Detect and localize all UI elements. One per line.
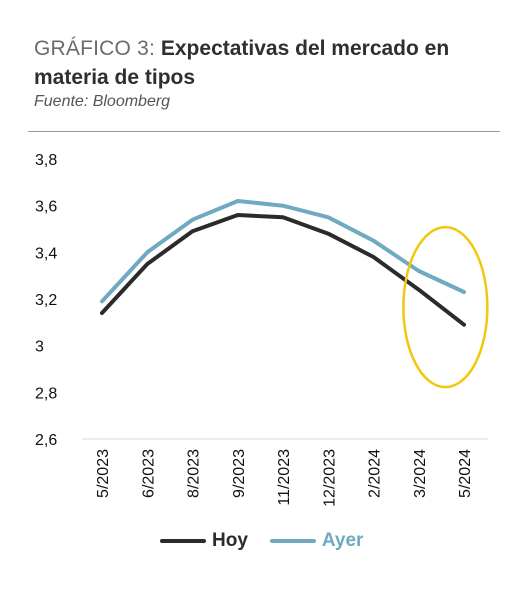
y-tick-label: 3 — [35, 339, 44, 356]
x-tick-label: 11/2023 — [276, 449, 293, 506]
header-divider — [28, 131, 500, 132]
x-tick-label: 12/2023 — [321, 449, 338, 507]
y-tick-label: 3,4 — [35, 245, 57, 262]
y-tick-label: 3,2 — [35, 292, 57, 309]
legend-swatch — [269, 539, 316, 543]
y-tick-label: 2,6 — [35, 432, 57, 449]
chart-title-prefix: GRÁFICO 3: — [34, 37, 156, 60]
series-line-hoy — [100, 213, 466, 327]
y-tick-label: 3,6 — [35, 199, 57, 216]
chart-header: GRÁFICO 3: Expectativas del mercado en m… — [34, 34, 494, 111]
highlight-ellipse — [402, 225, 489, 389]
legend-item-hoy: Hoy — [160, 530, 248, 552]
legend-label: Hoy — [212, 530, 248, 551]
x-tick-label: 5/2024 — [457, 449, 474, 498]
x-tick-label: 2/2024 — [367, 449, 384, 498]
legend-swatch — [160, 539, 206, 543]
chart-legend: Hoy Ayer — [160, 527, 385, 555]
chart-source: Fuente: Bloomberg — [34, 93, 171, 110]
y-tick-label: 2,8 — [35, 385, 57, 402]
x-tick-label: 9/2023 — [231, 449, 248, 498]
y-tick-label: 3,8 — [35, 152, 57, 169]
legend-label: Ayer — [321, 530, 364, 551]
chart-title: GRÁFICO 3: Expectativas del mercado en m… — [34, 34, 494, 92]
x-tick-label: 5/2023 — [95, 449, 112, 498]
x-tick-label: 8/2023 — [186, 449, 203, 498]
legend-item-ayer: Ayer — [269, 530, 364, 552]
chart-title-main: Expectativas del mercado en materia de t… — [34, 37, 450, 89]
x-tick-label: 6/2023 — [140, 449, 157, 498]
x-tick-label: 3/2024 — [412, 449, 429, 498]
series-line-ayer — [100, 199, 466, 304]
